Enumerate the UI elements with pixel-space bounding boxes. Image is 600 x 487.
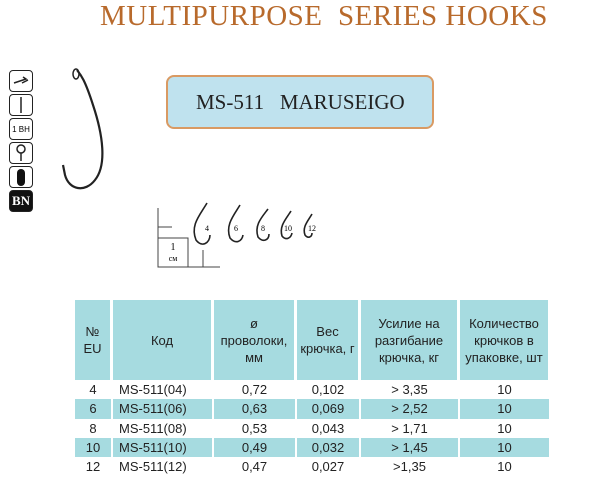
bend-icon: 1 BH <box>9 118 33 140</box>
page-title: MULTIPURPOSE SERIES HOOKS <box>100 0 548 32</box>
model-name: MS-511 MARUSEIGO <box>166 75 434 129</box>
table-cell: >1,35 <box>393 459 426 475</box>
table-row: 10 MS-511(10) 0,49 0,032 > 1,45 10 <box>75 437 549 458</box>
table-cell: 0,47 <box>241 459 268 475</box>
feature-icons: 1 BH BN <box>9 70 35 214</box>
table-cell: 10 <box>497 420 512 436</box>
table-row: 12 MS-511(12) 0,47 0,027 >1,35 10 <box>75 457 549 476</box>
table-cell: 10 <box>75 437 111 458</box>
table-cell: MS-511(06) <box>113 399 212 419</box>
hook-illustration <box>61 68 104 190</box>
scale-unit: см <box>169 254 178 263</box>
table-cell: MS-511(08) <box>119 420 187 436</box>
table-cell: MS-511(12) <box>119 459 187 475</box>
coating-icon: BN <box>9 190 33 212</box>
table-cell: 0,043 <box>311 420 345 436</box>
wire-section-icon <box>9 166 33 188</box>
size-label: 8 <box>261 224 265 233</box>
straight-shank-icon <box>9 94 33 116</box>
table-cell: 0,49 <box>214 437 295 458</box>
size-label: 12 <box>308 224 316 233</box>
col-header: Код <box>113 300 212 380</box>
table-cell: 10 <box>497 382 512 398</box>
table-cell: 0,032 <box>297 437 359 458</box>
table-cell: 10 <box>460 399 549 419</box>
table-cell: 0,72 <box>241 382 268 398</box>
size-label: 10 <box>284 224 292 233</box>
table-row: 4 MS-511(04) 0,72 0,102 > 3,35 10 <box>75 380 549 399</box>
table-cell: 0,63 <box>214 399 295 419</box>
table-row: 8 MS-511(08) 0,53 0,043 > 1,71 10 <box>75 419 549 438</box>
scale-value: 1 <box>171 242 176 253</box>
table-cell: 6 <box>75 399 111 419</box>
table-cell: 0,027 <box>311 459 345 475</box>
table-cell: 10 <box>460 437 549 458</box>
table-cell: > 1,45 <box>361 437 458 458</box>
table-cell: MS-511(04) <box>119 382 187 398</box>
table-cell: 0,069 <box>297 399 359 419</box>
table-cell: 4 <box>89 382 97 398</box>
table-row: 6 MS-511(06) 0,63 0,069 > 2,52 10 <box>75 399 549 419</box>
ring-eye-icon <box>9 142 33 164</box>
table-cell: > 2,52 <box>361 399 458 419</box>
col-header: Количество крючков в упаковке, шт <box>460 300 549 380</box>
table-cell: > 1,71 <box>391 420 428 436</box>
col-header: № EU <box>75 300 111 380</box>
col-header: Вес крючка, г <box>297 300 359 380</box>
table-cell: MS-511(10) <box>113 437 212 458</box>
size-label: 4 <box>205 224 209 233</box>
table-cell: 0,102 <box>311 382 345 398</box>
col-header: Усилие на разгибание крючка, кг <box>361 300 458 380</box>
specs-table: № EU Код ø проволоки, мм Вес крючка, г У… <box>73 300 551 476</box>
table-header-row: № EU Код ø проволоки, мм Вес крючка, г У… <box>75 300 549 380</box>
table-cell: 8 <box>89 420 97 436</box>
size-scale: 1 см 4 6 8 10 12 <box>157 202 316 268</box>
size-label: 6 <box>234 224 238 233</box>
table-cell: 12 <box>85 459 101 475</box>
table-cell: 0,53 <box>241 420 268 436</box>
table-cell: > 3,35 <box>391 382 428 398</box>
sharp-point-icon <box>9 70 33 92</box>
table-cell: 10 <box>497 459 512 475</box>
col-header: ø проволоки, мм <box>214 300 295 380</box>
